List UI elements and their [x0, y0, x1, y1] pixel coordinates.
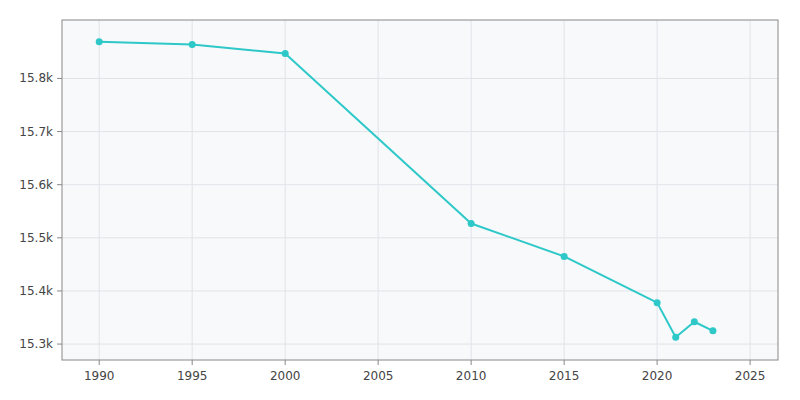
- tick-x: [657, 360, 658, 365]
- grid-line-x: [378, 20, 379, 360]
- grid-line-x: [99, 20, 100, 360]
- marker: [654, 299, 661, 306]
- grid-line-y: [62, 237, 778, 238]
- grid-line-y: [62, 290, 778, 291]
- tick-y: [57, 131, 62, 132]
- tick-x: [285, 360, 286, 365]
- tick-label-x: 2025: [735, 369, 766, 383]
- grid: [62, 20, 778, 360]
- grid-line-x: [471, 20, 472, 360]
- plot-frame: [62, 20, 778, 360]
- tick-x: [750, 360, 751, 365]
- tick-label-y: 15.5k: [19, 231, 53, 245]
- grid-line-y: [62, 184, 778, 185]
- tick-y: [57, 344, 62, 345]
- grid-line-y: [62, 131, 778, 132]
- tick-label-x: 1995: [177, 369, 208, 383]
- tick-label-y: 15.4k: [19, 284, 53, 298]
- chart-container: 1990 1995 2000 2005 2010 2015 2020 2025 15.3k 15.…: [0, 0, 800, 400]
- tick-x: [471, 360, 472, 365]
- axes: 1990 1995 2000 2005 2010 2015 2020 2025 15.3k 15.…: [19, 71, 765, 383]
- tick-label-x: 2015: [549, 369, 580, 383]
- line: [99, 42, 713, 337]
- marker: [96, 38, 103, 45]
- tick-label-x: 2010: [456, 369, 487, 383]
- grid-line-y: [62, 344, 778, 345]
- grid-line-x: [285, 20, 286, 360]
- tick-x: [99, 360, 100, 365]
- tick-label-x: 1990: [84, 369, 115, 383]
- grid-line-x: [750, 20, 751, 360]
- grid-line-x: [192, 20, 193, 360]
- tick-x: [564, 360, 565, 365]
- tick-label-y: 15.7k: [19, 125, 53, 139]
- tick-label-x: 2000: [270, 369, 301, 383]
- marker: [561, 253, 568, 260]
- tick-label-y: 15.8k: [19, 71, 53, 85]
- marker: [468, 220, 475, 227]
- marker: [691, 318, 698, 325]
- tick-y: [57, 290, 62, 291]
- grid-line-y: [62, 78, 778, 79]
- marker: [709, 327, 716, 334]
- tick-y: [57, 237, 62, 238]
- grid-line-x: [564, 20, 565, 360]
- chart: 1990 1995 2000 2005 2010 2015 2020 2025 15.3k 15.…: [0, 0, 800, 400]
- marker: [189, 41, 196, 48]
- tick-label-y: 15.6k: [19, 178, 53, 192]
- tick-x: [378, 360, 379, 365]
- tick-label-x: 2020: [642, 369, 673, 383]
- tick-x: [192, 360, 193, 365]
- series: [96, 38, 717, 340]
- grid-line-x: [657, 20, 658, 360]
- tick-y: [57, 184, 62, 185]
- plot-area: [62, 20, 778, 360]
- marker: [282, 50, 289, 57]
- tick-label-y: 15.3k: [19, 337, 53, 351]
- tick-y: [57, 78, 62, 79]
- marker: [672, 334, 679, 341]
- tick-label-x: 2005: [363, 369, 394, 383]
